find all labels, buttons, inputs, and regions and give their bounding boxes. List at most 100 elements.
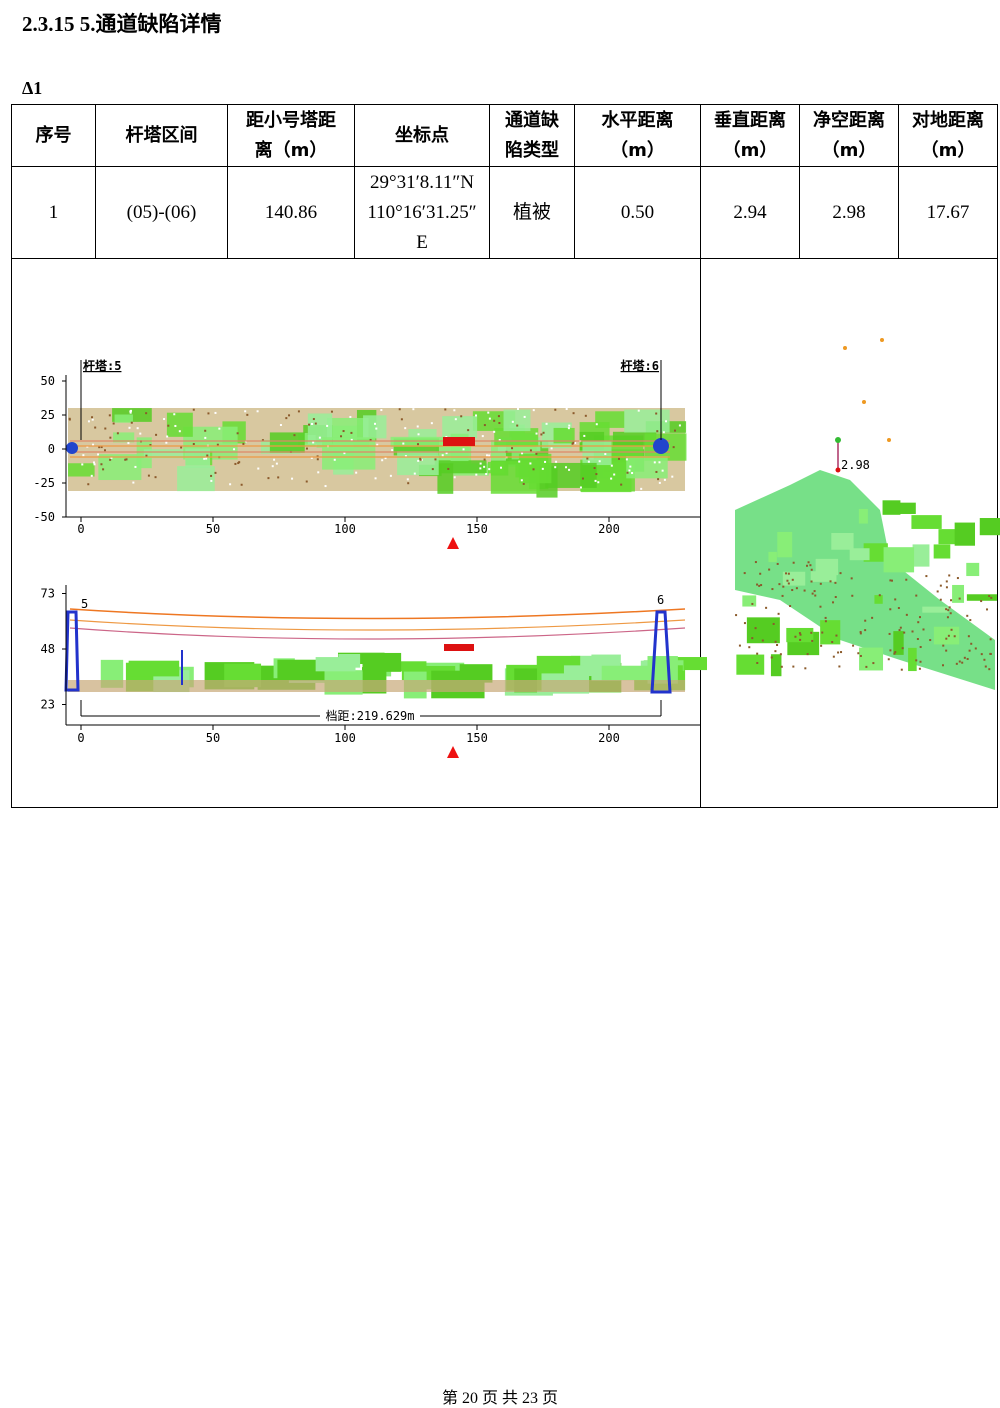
vegetation <box>831 532 854 550</box>
point <box>485 473 488 476</box>
cell: 29°31′8.11″N 110°16′31.25″E <box>354 166 490 259</box>
point <box>665 420 668 423</box>
point <box>950 628 953 631</box>
point <box>864 619 867 622</box>
vegetation <box>601 665 658 681</box>
point <box>598 460 601 463</box>
point <box>350 431 353 434</box>
point <box>915 659 918 662</box>
point <box>565 466 568 469</box>
point <box>963 656 966 659</box>
vegetation <box>966 594 997 601</box>
point <box>132 481 135 484</box>
vegetation <box>185 448 211 468</box>
point <box>518 460 521 463</box>
header-text: 垂直距离（m） <box>714 109 786 161</box>
point <box>919 646 922 649</box>
point <box>206 454 209 457</box>
point <box>980 600 983 603</box>
vegetation <box>494 428 539 447</box>
point <box>486 454 489 457</box>
column-header: 净空距离（m） <box>799 104 899 167</box>
point <box>174 424 177 427</box>
header-text: 通道缺陷类型 <box>505 109 559 161</box>
point <box>522 482 525 485</box>
point <box>953 635 956 638</box>
point <box>983 658 986 661</box>
vegetation <box>383 661 427 672</box>
tower-label: 杆塔:6 <box>621 358 659 373</box>
point <box>529 449 532 452</box>
point <box>658 461 661 464</box>
point <box>318 436 321 439</box>
point <box>68 417 71 420</box>
vegetation <box>874 595 883 604</box>
vegetation <box>893 631 904 655</box>
point <box>620 483 623 486</box>
point <box>803 589 806 592</box>
point <box>831 641 834 644</box>
vegetation <box>503 409 531 432</box>
column-header: 坐标点 <box>354 104 490 167</box>
point <box>941 664 944 667</box>
point <box>257 467 260 470</box>
vegetation <box>459 664 493 683</box>
vegetation <box>128 660 180 677</box>
vegetation <box>113 432 135 443</box>
point <box>810 568 813 571</box>
page-number: 第 20 页 共 23 页 <box>441 1390 558 1407</box>
tower <box>64 610 80 692</box>
point <box>839 572 842 575</box>
point <box>240 483 243 486</box>
point <box>656 430 659 433</box>
point <box>894 598 897 601</box>
vegetation <box>322 437 376 470</box>
point <box>81 463 84 466</box>
point <box>204 429 207 432</box>
point <box>467 429 470 432</box>
point <box>986 608 989 611</box>
point <box>389 474 392 477</box>
point <box>765 606 768 609</box>
vegetation <box>582 441 612 466</box>
point <box>947 609 950 612</box>
point <box>811 639 814 642</box>
point <box>326 424 329 427</box>
point <box>988 668 991 671</box>
point <box>297 410 300 413</box>
vegetation <box>979 518 1000 536</box>
point <box>772 622 775 625</box>
point <box>859 654 862 657</box>
point <box>475 473 478 476</box>
point <box>674 429 677 432</box>
point <box>655 470 658 473</box>
point <box>166 435 169 438</box>
cell: 2.94 <box>700 166 800 259</box>
point <box>888 632 891 635</box>
point <box>587 460 590 463</box>
conductor <box>69 627 686 640</box>
point <box>100 446 103 449</box>
point <box>751 637 754 640</box>
vegetation <box>768 551 777 563</box>
point <box>130 421 133 424</box>
point <box>511 420 514 423</box>
point <box>500 466 503 469</box>
point <box>774 650 777 653</box>
vegetation <box>68 463 95 477</box>
point <box>792 561 795 564</box>
point <box>754 561 757 564</box>
cell: 0.50 <box>574 166 701 259</box>
conductor <box>835 437 841 443</box>
point <box>532 468 535 471</box>
point <box>149 444 152 447</box>
point <box>412 408 415 411</box>
point <box>778 583 781 586</box>
point <box>210 479 213 482</box>
cell: 2.98 <box>799 166 899 259</box>
position-marker <box>447 746 459 758</box>
vegetation <box>98 454 142 481</box>
point <box>288 414 291 417</box>
vegetation <box>177 466 215 492</box>
cell: 植被 <box>489 166 575 259</box>
